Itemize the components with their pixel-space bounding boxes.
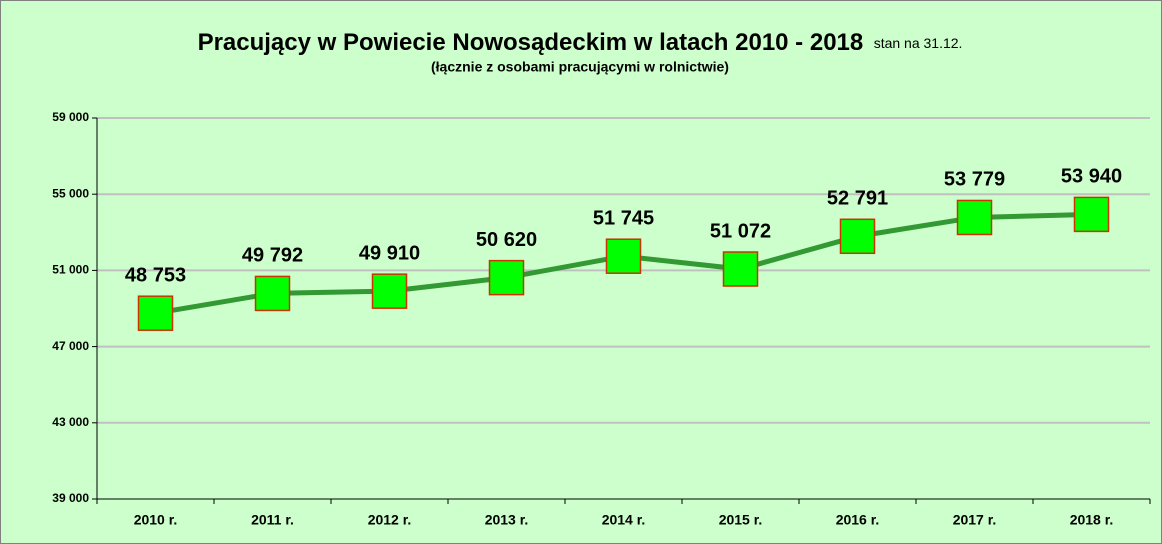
value-label: 53 779 [944, 169, 1005, 191]
marker [1073, 196, 1110, 233]
chart-title-note: stan na 31.12. [874, 35, 963, 51]
y-tick-label: 39 000 [52, 491, 89, 505]
marker [605, 238, 642, 274]
x-tick-label: 2011 r. [251, 512, 294, 528]
y-tick-label: 55 000 [52, 186, 89, 200]
x-tick-label: 2013 r. [485, 512, 529, 528]
y-tick-label: 51 000 [52, 263, 89, 277]
marker [254, 275, 291, 312]
y-tick-label: 47 000 [52, 339, 89, 353]
x-tick-label: 2012 r. [368, 512, 412, 528]
x-tick-label: 2010 r. [134, 512, 178, 528]
marker [488, 259, 525, 296]
x-tick-label: 2017 r. [953, 512, 997, 528]
value-label: 51 072 [710, 220, 771, 242]
value-label: 50 620 [476, 229, 537, 251]
chart-subtitle: (łącznie z osobami pracującymi w rolnict… [431, 59, 729, 75]
value-label: 49 910 [359, 242, 420, 264]
x-tick-label: 2014 r. [602, 512, 646, 528]
value-label: 51 745 [593, 207, 654, 229]
x-tick-label: 2016 r. [836, 512, 880, 528]
x-tick-label: 2018 r. [1070, 512, 1114, 528]
y-tick-label: 43 000 [52, 415, 89, 429]
marker [839, 218, 876, 255]
value-label: 49 792 [242, 245, 303, 267]
value-label: 48 753 [125, 264, 186, 286]
chart-title: Pracujący w Powiecie Nowosądeckim w lata… [198, 29, 864, 56]
chart-title-group: Pracujący w Powiecie Nowosądeckim w lata… [198, 29, 963, 56]
x-tick-label: 2015 r. [719, 512, 763, 528]
marker [371, 273, 408, 309]
y-tick-label: 59 000 [52, 110, 89, 124]
marker [956, 199, 993, 236]
marker [722, 251, 759, 287]
value-label: 52 791 [827, 188, 888, 210]
marker [137, 295, 174, 331]
value-label: 53 940 [1061, 166, 1122, 188]
